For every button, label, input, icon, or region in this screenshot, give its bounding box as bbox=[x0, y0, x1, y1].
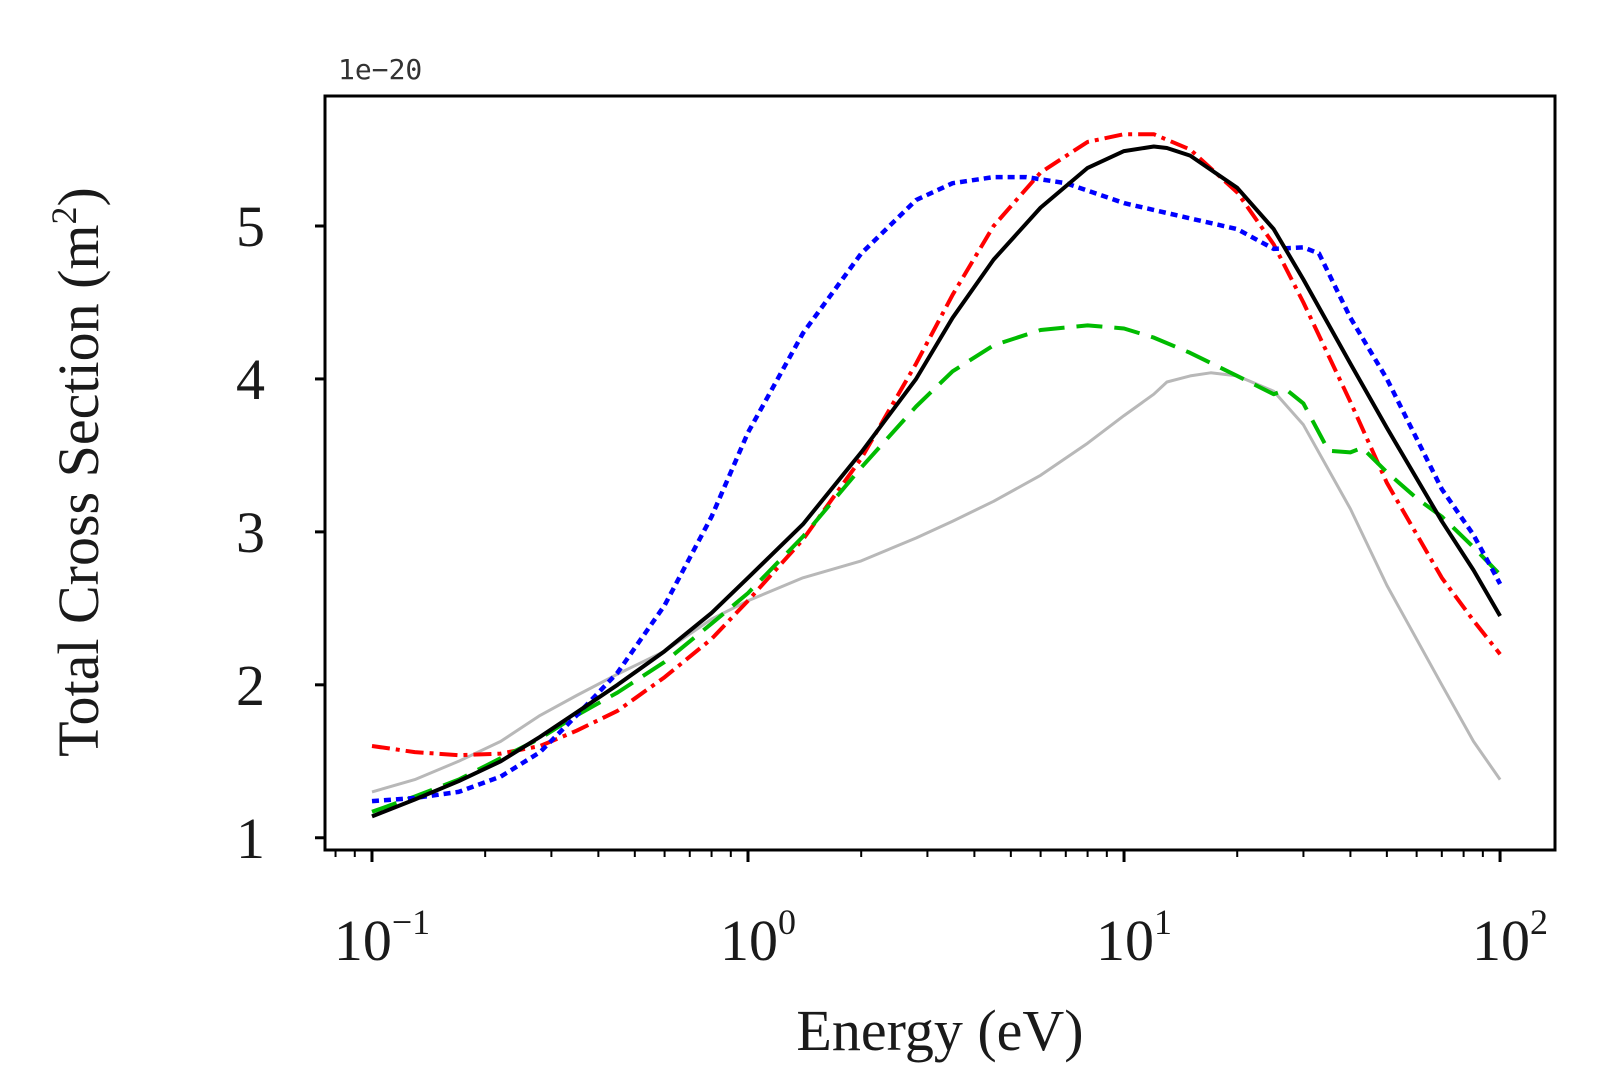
series-green-dashed bbox=[371, 323, 1502, 814]
plot-frame bbox=[323, 94, 1557, 852]
series-black-solid bbox=[371, 144, 1502, 819]
y-tick-label: 2 bbox=[236, 653, 265, 718]
offset-label: 1e−20 bbox=[338, 53, 422, 86]
x-axis-label: Energy (eV) bbox=[796, 998, 1083, 1063]
x-tick-label-exp: −1 bbox=[392, 902, 430, 942]
x-tick-label-exp: 2 bbox=[1530, 902, 1548, 942]
y-tick-label: 5 bbox=[236, 194, 265, 259]
y-axis-label-main: Total Cross Section (m bbox=[46, 224, 111, 756]
x-tick-label-base: 10 bbox=[1096, 908, 1154, 973]
y-tick-label: 1 bbox=[236, 806, 265, 871]
series-lines bbox=[371, 132, 1503, 819]
x-tick-label: 101 bbox=[1096, 902, 1172, 973]
x-tick-label-base: 10 bbox=[1472, 908, 1530, 973]
y-axis-label-sup: 2 bbox=[44, 206, 84, 224]
y-axis-label-close: ) bbox=[46, 187, 111, 206]
series-red-dashdot bbox=[371, 132, 1502, 758]
x-tick-label: 100 bbox=[720, 902, 796, 973]
y-tick-label: 3 bbox=[236, 500, 265, 565]
x-tick-label-exp: 1 bbox=[1154, 902, 1172, 942]
y-tick-label: 4 bbox=[236, 347, 265, 412]
series-blue-dotted bbox=[371, 174, 1503, 804]
x-tick-label-base: 10 bbox=[720, 908, 778, 973]
x-tick-label: 102 bbox=[1472, 902, 1548, 973]
series-gray-solid bbox=[371, 371, 1502, 794]
x-tick-label: 10−1 bbox=[334, 902, 430, 973]
x-tick-label-exp: 0 bbox=[778, 902, 796, 942]
x-tick-label-base: 10 bbox=[334, 908, 392, 973]
y-axis-label: Total Cross Section (m2) bbox=[44, 187, 111, 757]
